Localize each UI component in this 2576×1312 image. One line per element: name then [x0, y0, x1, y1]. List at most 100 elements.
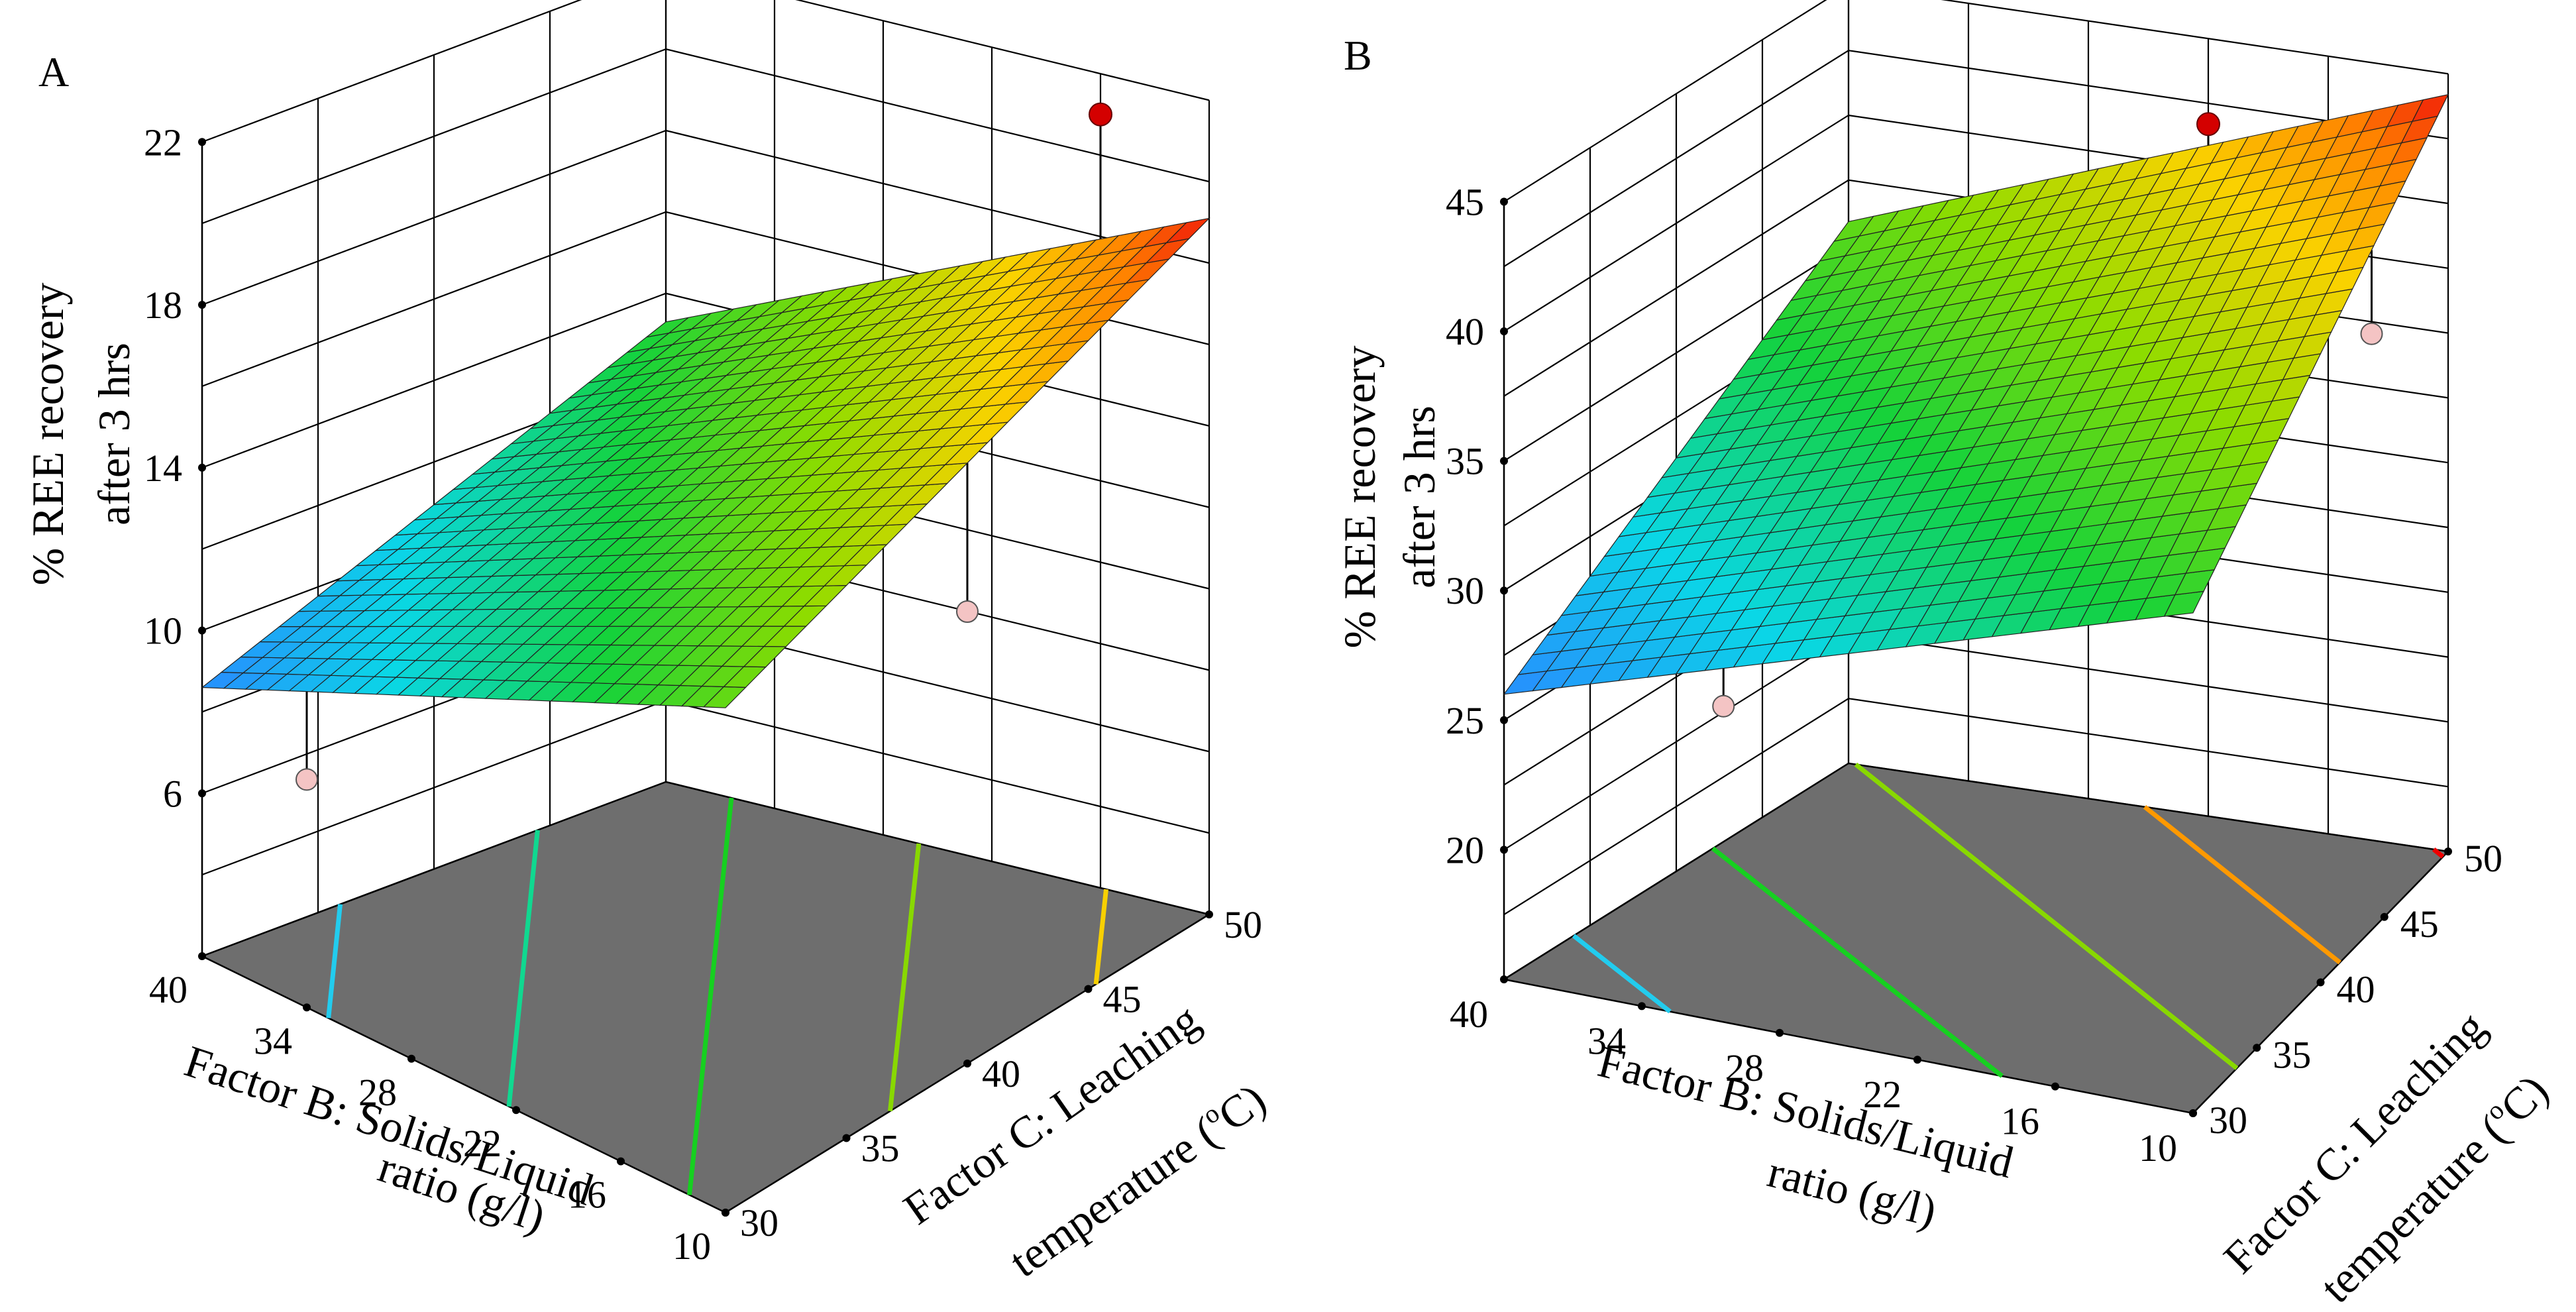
y-tick-label: 40	[2337, 968, 2375, 1011]
z-tick-mark	[1500, 327, 1508, 335]
contour-line	[2432, 847, 2445, 859]
y-ticks: 30 35 40 45 50	[2189, 837, 2502, 1142]
y-tick-mark	[2380, 912, 2388, 921]
x-tick-label: 16	[2001, 1100, 2039, 1143]
z-tick-label: 35	[1446, 440, 1484, 483]
panel-a-z-title-line2: after 3 hrs	[89, 343, 139, 525]
panel-a-z-title-line1: % REE recovery	[23, 283, 73, 586]
z-tick-label: 45	[1446, 180, 1484, 223]
contour-line	[326, 904, 343, 1018]
y-tick-mark	[1205, 910, 1213, 918]
y-ticks: 30 35 40 45 50	[722, 903, 1262, 1244]
y-tick-label: 45	[2400, 902, 2439, 946]
z-tick-label: 6	[163, 772, 182, 815]
contour-line	[506, 830, 540, 1107]
panel-label-b: B	[1344, 32, 1372, 79]
panel-b-z-title-line1: % REE recovery	[1334, 346, 1385, 649]
y-tick-label: 35	[861, 1127, 900, 1170]
x-tick-label: 34	[254, 1019, 292, 1062]
grid-line	[1503, 698, 1849, 916]
y-tick-label: 45	[1103, 978, 1142, 1021]
x-tick-mark	[2051, 1082, 2059, 1091]
response-surface	[201, 217, 1210, 708]
y-tick-label: 35	[2273, 1033, 2311, 1076]
x-tick-mark	[1638, 1002, 1646, 1011]
z-tick-mark	[198, 138, 206, 146]
contour-line	[2143, 804, 2341, 965]
x-tick-label: 10	[672, 1225, 711, 1268]
z-tick-label: 40	[1446, 310, 1484, 353]
y-tick-label: 50	[1224, 903, 1262, 946]
y-tick-mark	[963, 1060, 971, 1067]
grid-line	[795, 0, 1210, 101]
design-point	[295, 768, 318, 791]
y-tick-label: 30	[2209, 1099, 2247, 1142]
x-tick-label: 28	[358, 1071, 397, 1114]
y-tick-label: 40	[982, 1052, 1020, 1095]
y-tick-mark	[2253, 1044, 2261, 1052]
x-tick-label: 40	[1450, 993, 1488, 1036]
x-tick-mark	[303, 1003, 311, 1012]
grid-line	[1503, 633, 1849, 851]
panel-b-z-title-line2: after 3 hrs	[1394, 406, 1444, 588]
grid-line	[1503, 244, 1849, 462]
grid-line	[1503, 179, 1849, 397]
x-tick-mark	[1500, 975, 1508, 983]
z-tick-mark	[1500, 457, 1508, 465]
x-tick-mark	[407, 1054, 415, 1063]
contour-line	[1711, 846, 2004, 1078]
x-tick-label: 40	[149, 968, 188, 1011]
design-points-above	[2196, 112, 2220, 146]
z-tick-mark	[198, 301, 206, 309]
grid-line	[1503, 0, 1827, 203]
x-tick-mark	[512, 1106, 520, 1115]
panel-label-a: A	[38, 48, 69, 95]
panel-b-plot: 20 25 30 35 40 45 40 34 28 22 16 10 30 35 40 45 50	[1446, 0, 2502, 1170]
x-tick-mark	[198, 952, 206, 960]
grid-line	[201, 700, 667, 876]
design-point	[1089, 102, 1112, 127]
z-tick-mark	[1500, 846, 1508, 854]
z-ticks: 6 10 14 18 22	[144, 121, 206, 815]
contour-line	[687, 797, 734, 1195]
x-tick-label: 22	[463, 1122, 502, 1165]
contour-line	[888, 843, 922, 1112]
z-tick-mark	[198, 463, 206, 472]
grid-line	[665, 48, 1210, 183]
z-tick-label: 10	[144, 610, 182, 653]
x-ticks: 40 34 28 22 16 10	[149, 952, 729, 1268]
z-tick-mark	[198, 789, 206, 798]
z-tick-mark	[198, 626, 206, 635]
grid-line	[665, 700, 1210, 834]
contour-line	[1572, 934, 1672, 1014]
z-tick-label: 14	[144, 447, 182, 490]
z-tick-mark	[1500, 197, 1508, 206]
response-surface	[1503, 93, 2449, 695]
grid-line	[1848, 698, 2449, 788]
grid-line	[201, 211, 667, 387]
contour-line	[1854, 762, 2239, 1070]
z-tick-label: 25	[1446, 699, 1484, 742]
z-tick-mark	[1500, 586, 1508, 595]
design-point	[2196, 112, 2220, 137]
design-points-below	[295, 463, 979, 791]
z-tick-label: 30	[1446, 569, 1484, 612]
x-tick-label: 16	[568, 1174, 606, 1217]
grid-line	[1503, 50, 1849, 268]
x-ticks: 40 34 28 22 16 10	[1450, 975, 2197, 1170]
x-tick-mark	[1913, 1056, 1921, 1064]
design-points-above	[1089, 102, 1112, 239]
z-tick-label: 22	[144, 121, 182, 164]
y-tick-mark	[2316, 978, 2325, 987]
x-tick-label: 28	[1725, 1046, 1764, 1089]
x-tick-mark	[617, 1157, 625, 1166]
grid-line	[201, 0, 582, 143]
y-tick-mark	[1084, 985, 1093, 993]
z-tick-mark	[1500, 716, 1508, 724]
y-tick-mark	[722, 1209, 729, 1217]
z-tick-label: 18	[144, 284, 182, 327]
grid-line	[1503, 115, 1849, 332]
design-point	[1712, 694, 1735, 718]
grid-line	[201, 48, 667, 225]
